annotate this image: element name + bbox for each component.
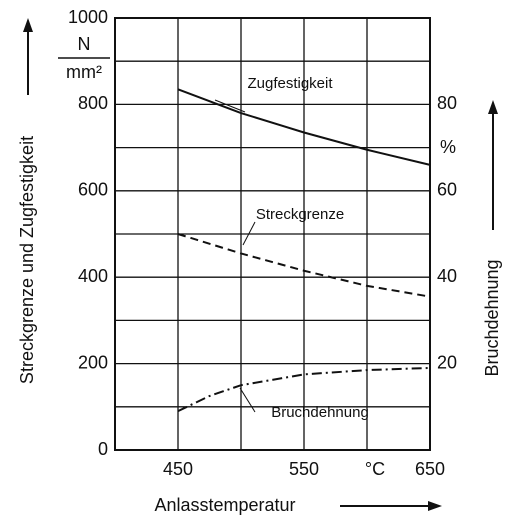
arrow-head — [488, 100, 498, 114]
y-tick-label: 1000 — [68, 7, 108, 27]
y-tick-label: 800 — [78, 93, 108, 113]
data-line — [177, 88, 431, 166]
data-line — [177, 366, 431, 413]
y2-unit: % — [440, 137, 456, 157]
y2-tick-label: 60 — [437, 180, 457, 200]
arrow-head — [23, 18, 33, 32]
y-unit-numerator: N — [78, 34, 91, 54]
leader — [214, 99, 246, 113]
series-label: Bruchdehnung — [271, 404, 369, 421]
arrow-head — [428, 501, 442, 511]
y-tick-label: 400 — [78, 266, 108, 286]
x-tick-label: 450 — [163, 459, 193, 479]
y2-tick-label: 20 — [437, 352, 457, 372]
x-axis-label: Anlasstemperatur — [154, 495, 295, 515]
x-tick-label: 550 — [289, 459, 319, 479]
y2-tick-label: 80 — [437, 93, 457, 113]
y-unit-denominator: mm² — [66, 62, 102, 82]
y-tick-label: 200 — [78, 352, 108, 372]
x-tick-label: 650 — [415, 459, 445, 479]
plot-frame — [114, 17, 431, 451]
y2-tick-label: 40 — [437, 266, 457, 286]
y-tick-label: 600 — [78, 180, 108, 200]
data-line — [177, 233, 431, 298]
x-unit: °C — [365, 459, 385, 479]
series-label: Zugfestigkeit — [247, 75, 333, 92]
y-axis-label: Streckgrenze und Zugfestigkeit — [17, 136, 37, 384]
y-tick-label: 0 — [98, 439, 108, 459]
series-label: Streckgrenze — [256, 206, 344, 223]
leader — [239, 387, 256, 413]
y2-axis-label: Bruchdehnung — [482, 259, 502, 376]
